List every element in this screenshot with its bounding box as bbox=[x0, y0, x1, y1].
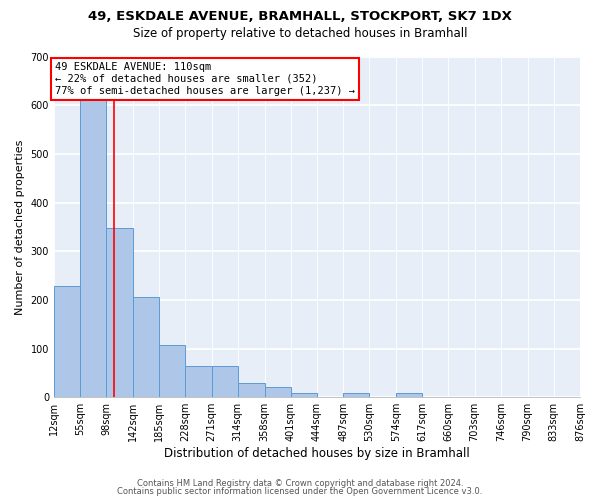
Text: 49, ESKDALE AVENUE, BRAMHALL, STOCKPORT, SK7 1DX: 49, ESKDALE AVENUE, BRAMHALL, STOCKPORT,… bbox=[88, 10, 512, 23]
Text: Contains public sector information licensed under the Open Government Licence v3: Contains public sector information licen… bbox=[118, 487, 482, 496]
Bar bbox=[54, 286, 80, 397]
Bar bbox=[80, 82, 106, 397]
Bar bbox=[133, 298, 159, 397]
Bar bbox=[265, 388, 291, 397]
Text: Contains HM Land Registry data © Crown copyright and database right 2024.: Contains HM Land Registry data © Crown c… bbox=[137, 478, 463, 488]
Bar bbox=[185, 366, 212, 397]
Bar bbox=[106, 228, 133, 397]
Bar bbox=[343, 394, 370, 397]
Bar bbox=[396, 394, 422, 397]
X-axis label: Distribution of detached houses by size in Bramhall: Distribution of detached houses by size … bbox=[164, 447, 470, 460]
Bar bbox=[212, 366, 238, 397]
Text: 49 ESKDALE AVENUE: 110sqm
← 22% of detached houses are smaller (352)
77% of semi: 49 ESKDALE AVENUE: 110sqm ← 22% of detac… bbox=[55, 62, 355, 96]
Bar bbox=[291, 394, 317, 397]
Y-axis label: Number of detached properties: Number of detached properties bbox=[15, 139, 25, 314]
Bar bbox=[238, 382, 265, 397]
Text: Size of property relative to detached houses in Bramhall: Size of property relative to detached ho… bbox=[133, 28, 467, 40]
Bar bbox=[159, 344, 185, 397]
